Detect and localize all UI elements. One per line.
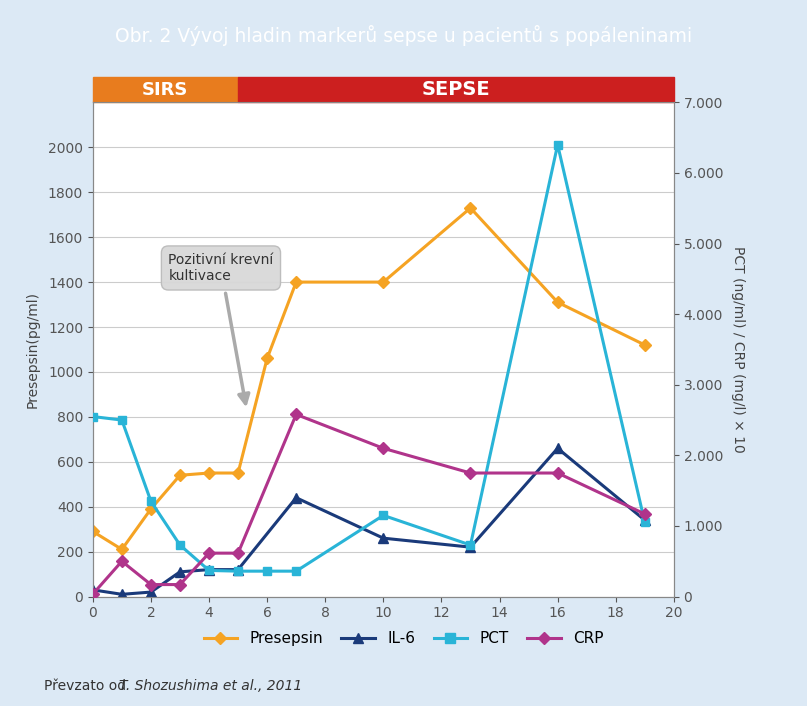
Bar bbox=[93, 77, 238, 102]
CRP bbox=[640, 510, 650, 518]
Presepsin bbox=[553, 298, 562, 306]
CRP bbox=[88, 590, 98, 599]
PCT bbox=[204, 566, 214, 575]
Text: Pozitivní krevní
kultivace: Pozitivní krevní kultivace bbox=[169, 253, 274, 404]
Presepsin bbox=[204, 469, 214, 477]
Presepsin bbox=[466, 204, 475, 213]
PCT bbox=[291, 567, 301, 575]
IL-6 bbox=[88, 585, 98, 594]
IL-6 bbox=[553, 444, 562, 453]
Presepsin bbox=[378, 278, 388, 287]
PCT bbox=[233, 567, 243, 575]
PCT bbox=[88, 412, 98, 421]
PCT bbox=[378, 511, 388, 520]
Bar bbox=[238, 77, 674, 102]
CRP bbox=[117, 557, 127, 566]
IL-6 bbox=[204, 566, 214, 574]
PCT bbox=[146, 497, 156, 505]
PCT bbox=[262, 567, 272, 575]
PCT bbox=[553, 140, 562, 149]
CRP bbox=[146, 580, 156, 589]
Text: T. Shozushima et al., 2011: T. Shozushima et al., 2011 bbox=[119, 679, 302, 693]
Presepsin bbox=[146, 505, 156, 513]
IL-6 bbox=[117, 590, 127, 599]
IL-6 bbox=[640, 516, 650, 525]
Text: Obr. 2 Vývoj hladin markerů sepse u pacientů s popáleninami: Obr. 2 Vývoj hladin markerů sepse u paci… bbox=[115, 25, 692, 46]
Line: PCT: PCT bbox=[89, 140, 649, 575]
IL-6 bbox=[291, 493, 301, 502]
Legend: Presepsin, IL-6, PCT, CRP: Presepsin, IL-6, PCT, CRP bbox=[198, 626, 609, 652]
PCT bbox=[117, 416, 127, 424]
PCT bbox=[466, 541, 475, 549]
IL-6 bbox=[233, 566, 243, 574]
Y-axis label: Presepsin(pg/ml): Presepsin(pg/ml) bbox=[26, 291, 40, 408]
IL-6 bbox=[146, 588, 156, 597]
CRP bbox=[233, 549, 243, 558]
CRP bbox=[291, 410, 301, 419]
Y-axis label: PCT (ng/ml) / CRP (mg/l) × 10: PCT (ng/ml) / CRP (mg/l) × 10 bbox=[731, 246, 746, 453]
Text: SIRS: SIRS bbox=[142, 80, 189, 99]
CRP bbox=[553, 469, 562, 477]
Presepsin bbox=[117, 545, 127, 554]
Text: Převzato od: Převzato od bbox=[44, 679, 136, 693]
Line: CRP: CRP bbox=[89, 410, 649, 598]
IL-6 bbox=[466, 543, 475, 551]
Text: SEPSE: SEPSE bbox=[421, 80, 491, 99]
IL-6 bbox=[378, 534, 388, 542]
Line: IL-6: IL-6 bbox=[88, 443, 650, 599]
CRP bbox=[204, 549, 214, 558]
Line: Presepsin: Presepsin bbox=[89, 204, 649, 554]
Presepsin bbox=[291, 278, 301, 287]
Presepsin bbox=[88, 527, 98, 536]
Presepsin bbox=[262, 354, 272, 363]
CRP bbox=[466, 469, 475, 477]
Presepsin bbox=[175, 471, 185, 479]
PCT bbox=[640, 518, 650, 527]
IL-6 bbox=[175, 568, 185, 576]
Presepsin bbox=[640, 341, 650, 349]
PCT bbox=[175, 541, 185, 549]
CRP bbox=[175, 580, 185, 589]
CRP bbox=[378, 444, 388, 453]
Presepsin bbox=[233, 469, 243, 477]
